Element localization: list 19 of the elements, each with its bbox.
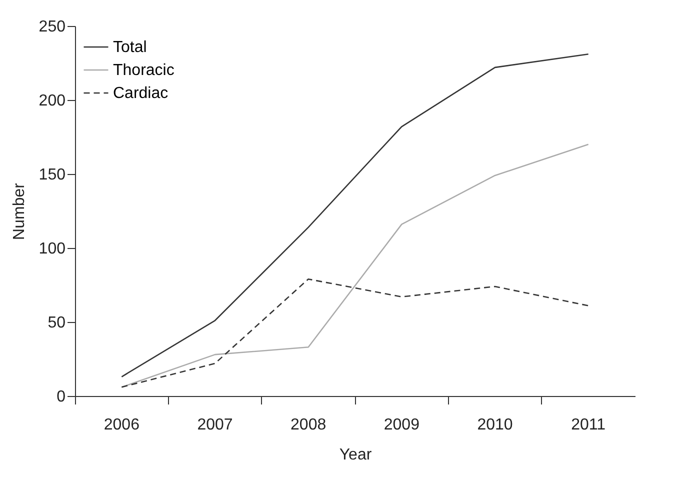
legend-label: Thoracic [113, 62, 174, 79]
x-tick-label: 2008 [290, 416, 326, 434]
line-series [121, 144, 589, 388]
y-axis-title: Number [10, 182, 28, 240]
legend-label: Total [113, 39, 147, 56]
x-tick-label: 2010 [477, 416, 513, 434]
line-series [121, 278, 589, 388]
x-tick-label: 2011 [571, 416, 606, 434]
y-tick-label: 0 [56, 388, 66, 406]
legend-label: Cardiac [113, 85, 168, 102]
x-tick-label: 2007 [197, 416, 233, 434]
y-tick-label: 250 [38, 18, 66, 36]
x-tick-label: 2006 [104, 416, 140, 434]
y-tick-label: 100 [38, 240, 66, 258]
y-tick-label: 200 [38, 92, 66, 110]
x-tick-label: 2009 [384, 416, 420, 434]
x-axis-title: Year [339, 446, 372, 464]
y-tick-label: 150 [38, 166, 66, 184]
y-tick-label: 50 [48, 314, 66, 332]
